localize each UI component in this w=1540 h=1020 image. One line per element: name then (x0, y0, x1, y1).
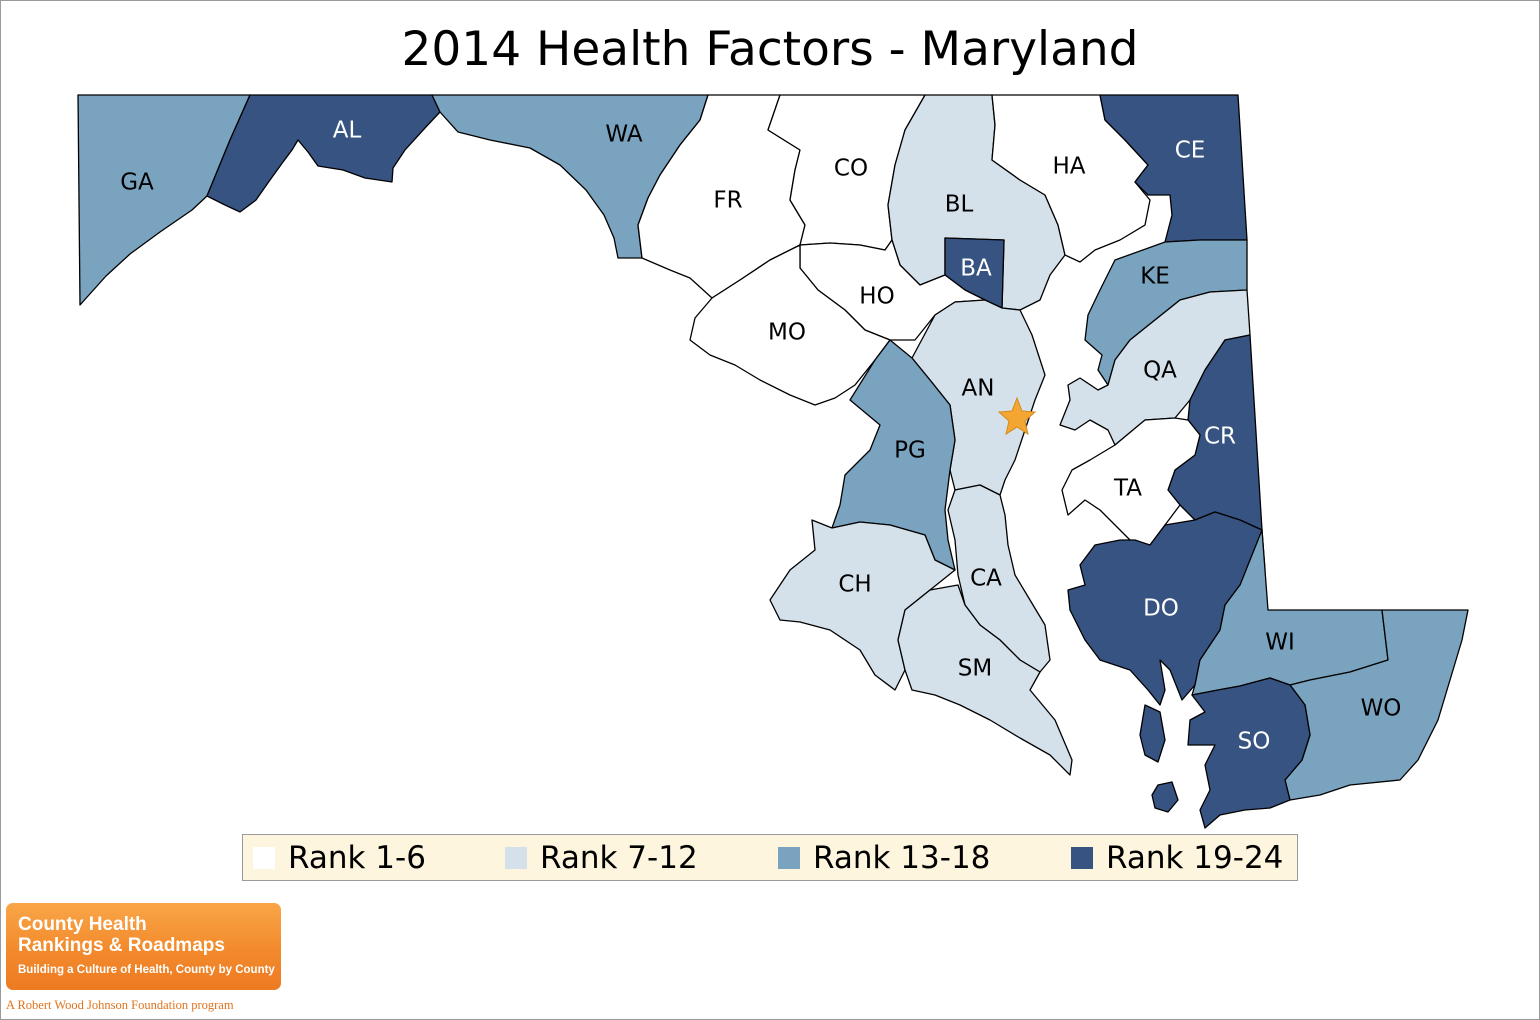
legend-item-rank-1-6: Rank 1-6 (253, 835, 426, 880)
legend-swatch-rank-19-24 (1071, 846, 1093, 869)
county-health-rankings-logo[interactable]: County Health Rankings & Roadmaps Buildi… (6, 903, 281, 990)
county-label-CH: CH (838, 572, 871, 598)
county-label-MO: MO (768, 320, 806, 346)
county-DO-island[interactable] (1139, 704, 1166, 763)
county-label-WI: WI (1265, 630, 1295, 656)
legend-label-rank-1-6: Rank 1-6 (288, 839, 426, 876)
county-label-HA: HA (1052, 154, 1085, 180)
county-label-CO: CO (834, 156, 868, 182)
county-SO[interactable] (1187, 677, 1311, 829)
county-CA[interactable] (947, 484, 1051, 673)
legend-label-rank-13-18: Rank 13-18 (813, 839, 991, 876)
legend-item-rank-7-12: Rank 7-12 (505, 835, 698, 880)
legend-item-rank-13-18: Rank 13-18 (778, 835, 990, 880)
county-label-BA: BA (960, 256, 992, 282)
foundation-credit: A Robert Wood Johnson Foundation program (6, 998, 234, 1012)
county-AL[interactable] (206, 94, 441, 213)
county-label-CR: CR (1204, 424, 1236, 450)
county-DO[interactable] (1067, 511, 1266, 706)
county-label-AL: AL (333, 118, 362, 144)
county-label-PG: PG (894, 438, 926, 464)
county-label-HO: HO (859, 284, 894, 310)
star-icon (997, 396, 1037, 436)
county-label-CA: CA (970, 566, 1002, 592)
county-label-CE: CE (1175, 138, 1206, 164)
logo-line-2: Rankings & Roadmaps (18, 935, 225, 956)
county-SO-island[interactable] (1151, 781, 1179, 813)
map-title: 2014 Health Factors - Maryland (401, 22, 1139, 77)
county-CH[interactable] (769, 519, 956, 691)
logo-line-1: County Health (18, 914, 147, 935)
county-label-QA: QA (1143, 358, 1177, 384)
county-label-WA: WA (605, 122, 642, 148)
legend-label-rank-19-24: Rank 19-24 (1106, 839, 1284, 876)
county-label-DO: DO (1143, 596, 1179, 622)
map-legend: Rank 1-6 Rank 7-12 Rank 13-18 Rank 19-24 (242, 834, 1298, 881)
county-label-SO: SO (1238, 729, 1271, 755)
legend-swatch-rank-13-18 (778, 846, 800, 869)
county-label-AN: AN (962, 376, 995, 402)
county-SM[interactable] (897, 584, 1073, 776)
county-label-TA: TA (1113, 476, 1142, 502)
legend-swatch-rank-7-12 (505, 846, 527, 869)
county-label-FR: FR (713, 188, 742, 214)
county-label-SM: SM (958, 656, 992, 682)
county-label-KE: KE (1140, 264, 1170, 290)
legend-item-rank-19-24: Rank 19-24 (1071, 835, 1283, 880)
county-label-BL: BL (945, 192, 974, 218)
county-MO[interactable] (689, 244, 891, 406)
county-label-WO: WO (1361, 696, 1402, 722)
legend-swatch-rank-1-6 (253, 846, 275, 869)
county-label-GA: GA (120, 170, 154, 196)
logo-tagline: Building a Culture of Health, County by … (18, 964, 275, 976)
legend-label-rank-7-12: Rank 7-12 (540, 839, 698, 876)
